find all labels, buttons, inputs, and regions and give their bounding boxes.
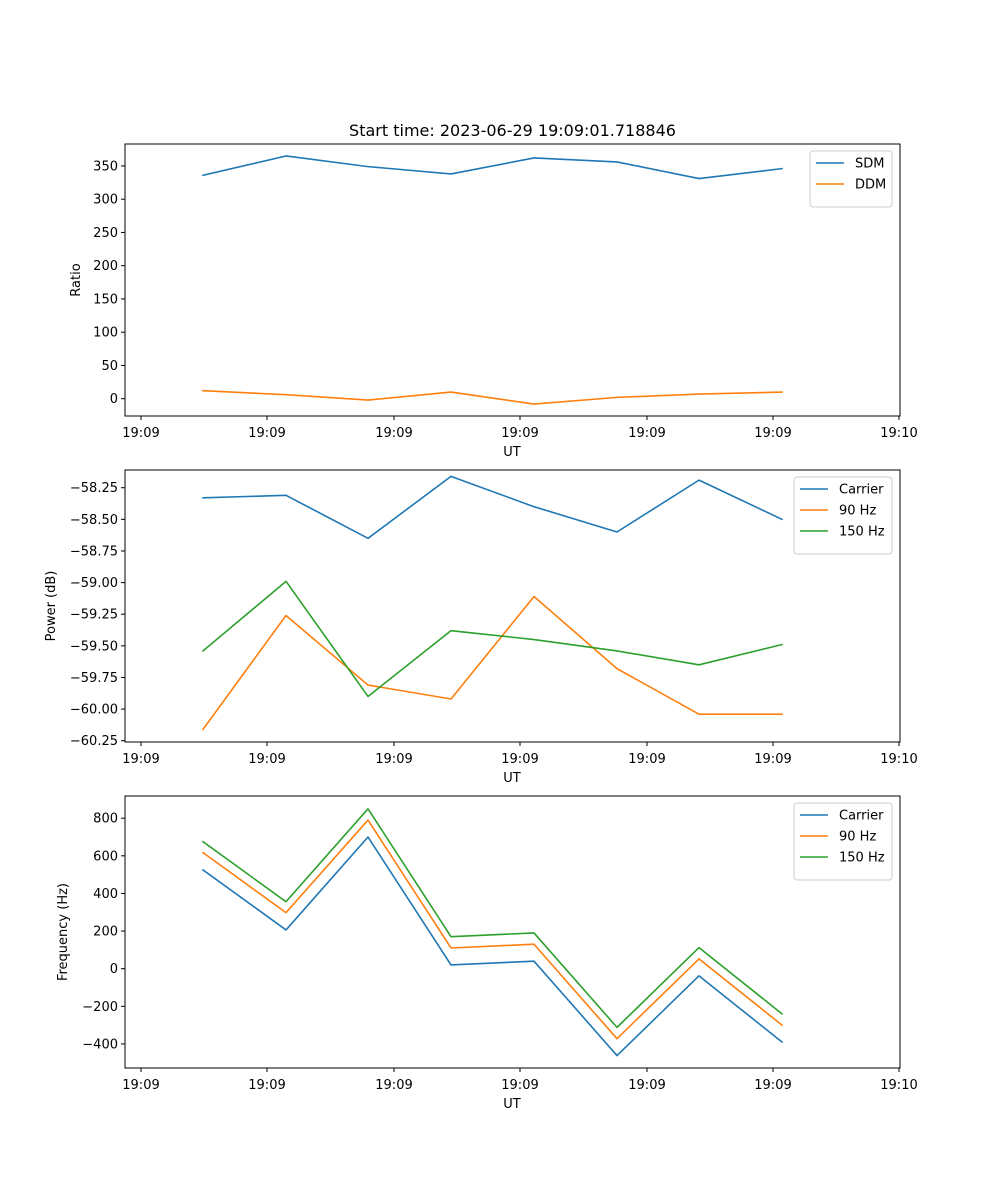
x-axis-label: UT	[503, 445, 521, 460]
x-tick-label: 19:10	[880, 1078, 917, 1093]
plot-frame	[124, 143, 901, 417]
x-tick-label: 19:09	[122, 1078, 159, 1093]
series-line-carrier	[201, 836, 784, 1057]
legend: SDM DDM	[809, 150, 893, 208]
x-axis-label: UT	[503, 1097, 521, 1112]
x-tick-label: 19:09	[501, 426, 538, 441]
y-tick-label: −200	[82, 1000, 118, 1015]
y-tick-label: 350	[93, 159, 118, 174]
series-line-90-hz	[201, 595, 783, 731]
chart-panel-1: Start time: 2023-06-29 19:09:01.718846 0 5…	[69, 121, 918, 460]
y-tick-label: 0	[110, 392, 118, 407]
x-tick-label: 19:09	[248, 752, 285, 767]
x-axis-label: UT	[503, 771, 521, 786]
y-tick-label: −60.00	[70, 703, 118, 718]
y-tick-label: 200	[93, 925, 118, 940]
series-line-150-hz	[201, 580, 783, 698]
series-line-ddm	[202, 389, 783, 405]
x-tick-label: 19:09	[122, 426, 159, 441]
legend-box	[809, 150, 893, 208]
chart-panel-3: −400 −200 0 200 400 600 800 19:09 19:09 19:09 19:0…	[56, 795, 918, 1112]
plot-frame	[124, 795, 901, 1069]
y-tick-label: −59.75	[70, 671, 118, 686]
y-tick-label: 600	[93, 849, 118, 864]
plot-frame	[124, 469, 901, 743]
y-axis-label: Power (dB)	[44, 571, 59, 642]
y-tick-label: 800	[93, 812, 118, 827]
y-tick-label: −58.75	[70, 544, 118, 559]
x-tick-label: 19:09	[628, 752, 665, 767]
x-tick-label: 19:09	[754, 752, 791, 767]
y-tick-label: −60.25	[70, 734, 118, 749]
legend-label: 90 Hz	[839, 504, 876, 519]
legend-label: DDM	[855, 178, 886, 193]
legend: Carrier 90 Hz 150 Hz	[793, 802, 893, 881]
x-tick-label: 19:09	[248, 1078, 285, 1093]
y-tick-label: 200	[93, 259, 118, 274]
x-tick-label: 19:09	[122, 752, 159, 767]
x-tick-label: 19:10	[880, 752, 917, 767]
x-tick-label: 19:09	[375, 426, 412, 441]
legend: Carrier 90 Hz 150 Hz	[793, 476, 893, 555]
y-tick-label: 50	[101, 359, 118, 374]
y-tick-label: −59.25	[70, 608, 118, 623]
legend-label: Carrier	[839, 809, 884, 824]
x-tick-label: 19:10	[880, 426, 917, 441]
series-line-150-hz	[201, 807, 784, 1029]
x-tick-label: 19:09	[501, 1078, 538, 1093]
legend-label: Carrier	[839, 483, 884, 498]
y-tick-label: −59.50	[70, 639, 118, 654]
y-tick-label: 0	[110, 962, 118, 977]
legend-label: 150 Hz	[839, 851, 885, 866]
legend-label: 90 Hz	[839, 830, 876, 845]
x-tick-label: 19:09	[628, 426, 665, 441]
y-tick-label: −58.25	[70, 481, 118, 496]
chart-title: Start time: 2023-06-29 19:09:01.718846	[349, 121, 676, 140]
x-tick-label: 19:09	[375, 752, 412, 767]
legend-label: 150 Hz	[839, 525, 885, 540]
series-line-carrier	[202, 475, 784, 540]
legend-box	[793, 476, 893, 555]
series-line-sdm	[202, 155, 783, 180]
y-tick-label: −400	[82, 1037, 118, 1052]
series-line-90-hz	[201, 819, 784, 1040]
y-tick-label: 300	[93, 193, 118, 208]
x-tick-label: 19:09	[501, 752, 538, 767]
x-tick-label: 19:09	[375, 1078, 412, 1093]
x-tick-label: 19:09	[754, 426, 791, 441]
y-tick-label: 250	[93, 226, 118, 241]
legend-box	[793, 802, 893, 881]
legend-label: SDM	[855, 157, 884, 172]
x-tick-label: 19:09	[628, 1078, 665, 1093]
x-tick-label: 19:09	[754, 1078, 791, 1093]
y-tick-label: 400	[93, 887, 118, 902]
y-tick-label: −59.00	[70, 576, 118, 591]
chart-panel-2: −60.25 −60.00 −59.75 −59.50 −59.25 −59.00 −58.…	[44, 469, 918, 786]
y-tick-label: −58.50	[70, 513, 118, 528]
y-axis-label: Ratio	[69, 263, 84, 296]
x-tick-label: 19:09	[248, 426, 285, 441]
y-tick-label: 100	[93, 326, 118, 341]
y-tick-label: 150	[93, 292, 118, 307]
y-axis-label: Frequency (Hz)	[56, 883, 71, 981]
